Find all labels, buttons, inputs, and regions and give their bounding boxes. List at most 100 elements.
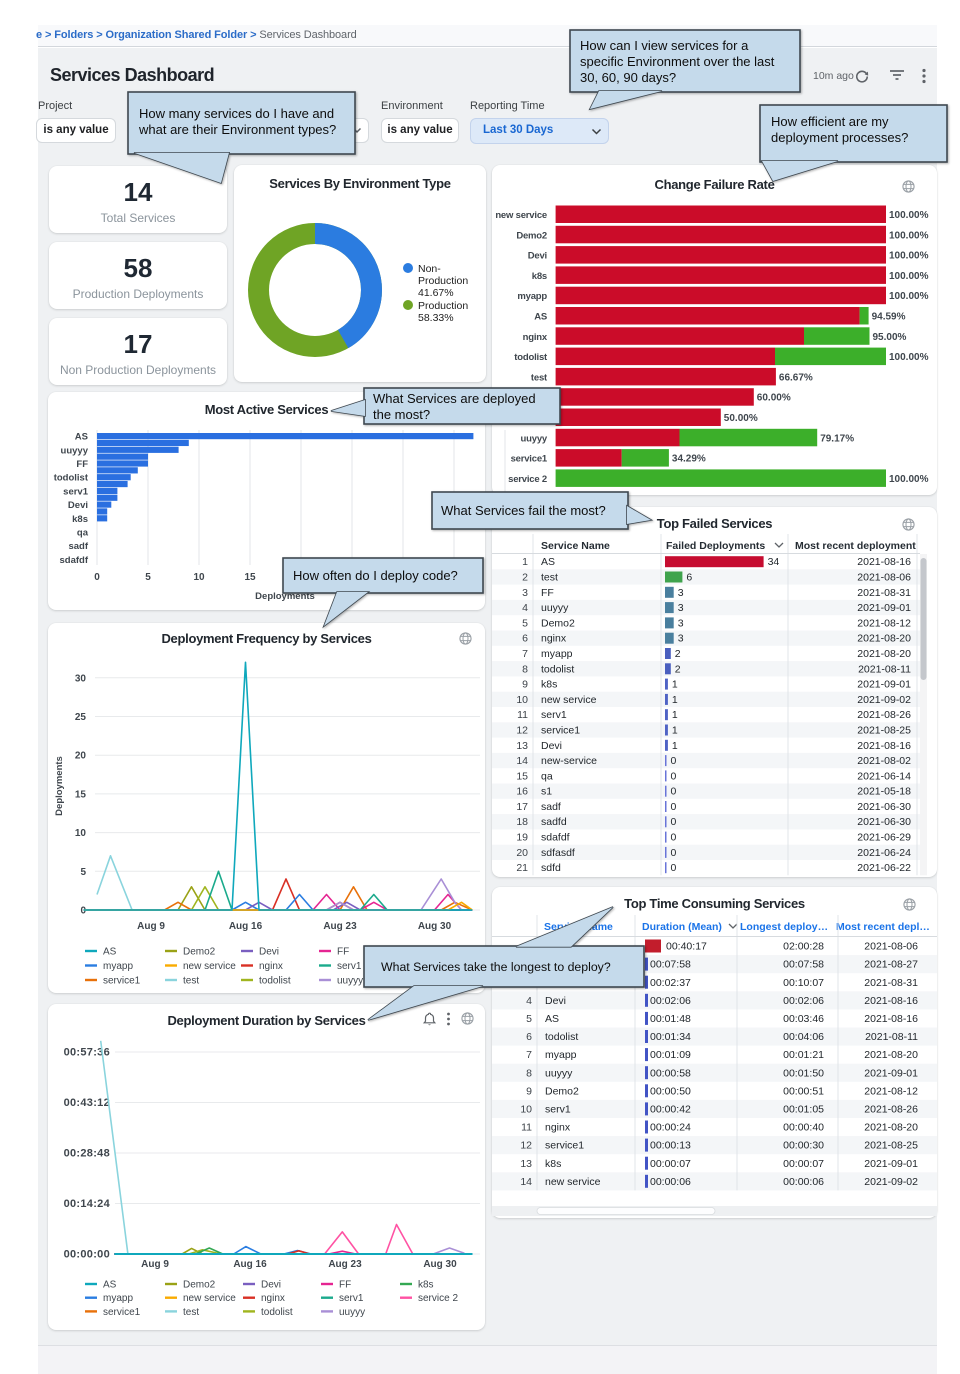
svg-text:8: 8 [522, 663, 528, 675]
svg-text:100.00%: 100.00% [889, 271, 929, 282]
svg-text:Aug 9: Aug 9 [141, 1259, 169, 1270]
svg-text:FF: FF [337, 947, 349, 958]
svg-text:00:02:06: 00:02:06 [783, 995, 824, 1007]
svg-text:service1: service1 [541, 725, 580, 737]
svg-text:2021-08-11: 2021-08-11 [858, 663, 911, 675]
svg-text:service1: service1 [511, 454, 548, 465]
svg-text:myapp: myapp [517, 291, 547, 302]
svg-text:2021-08-26: 2021-08-26 [864, 1104, 918, 1116]
svg-text:100.00%: 100.00% [889, 474, 929, 485]
svg-text:nginx: nginx [259, 961, 283, 972]
svg-text:13: 13 [516, 740, 528, 752]
svg-text:9: 9 [522, 679, 528, 691]
svg-text:4: 4 [526, 995, 532, 1007]
svg-text:service1: service1 [545, 1140, 584, 1152]
svg-text:serv1: serv1 [545, 1104, 571, 1116]
svg-text:test: test [183, 1307, 199, 1318]
svg-text:00:00:58: 00:00:58 [650, 1067, 691, 1079]
svg-text:00:40:17: 00:40:17 [666, 941, 707, 953]
svg-text:2021-09-02: 2021-09-02 [864, 1176, 918, 1188]
svg-text:service 2: service 2 [418, 1293, 458, 1304]
svg-text:00:43:12: 00:43:12 [64, 1097, 110, 1109]
svg-text:66.67%: 66.67% [779, 372, 813, 383]
svg-text:2: 2 [675, 663, 681, 675]
svg-text:3: 3 [678, 602, 684, 614]
svg-text:00:00:00: 00:00:00 [64, 1249, 110, 1261]
svg-text:k8s: k8s [541, 679, 557, 691]
svg-text:Deployments: Deployments [255, 591, 315, 602]
svg-text:what are their Environment typ: what are their Environment types? [138, 122, 336, 137]
svg-text:3: 3 [678, 587, 684, 599]
svg-text:00:00:07: 00:00:07 [650, 1158, 691, 1170]
svg-text:Demo2: Demo2 [541, 617, 575, 629]
svg-text:uuyyy: uuyyy [337, 976, 363, 987]
svg-text:2021-08-31: 2021-08-31 [864, 977, 918, 989]
svg-text:Aug 30: Aug 30 [418, 921, 452, 932]
svg-text:new service: new service [183, 1293, 236, 1304]
svg-text:10: 10 [75, 828, 87, 839]
svg-text:25: 25 [75, 712, 87, 723]
svg-text:14: 14 [520, 1176, 532, 1188]
svg-text:AS: AS [103, 947, 117, 958]
svg-text:uuyyy: uuyyy [521, 433, 548, 444]
svg-text:2021-06-30: 2021-06-30 [857, 801, 911, 813]
svg-text:sdfd: sdfd [541, 862, 561, 874]
svg-text:test: test [531, 372, 548, 383]
svg-text:What Services take the longest: What Services take the longest to deploy… [381, 960, 611, 974]
svg-text:00:07:58: 00:07:58 [650, 959, 691, 971]
svg-text:12: 12 [520, 1140, 532, 1152]
svg-text:Duration (Mean): Duration (Mean) [642, 921, 722, 933]
svg-text:2021-08-16: 2021-08-16 [857, 556, 911, 568]
svg-text:How can I view services for a: How can I view services for a [580, 38, 749, 53]
svg-text:AS: AS [103, 1280, 117, 1291]
svg-text:specific Environment over the: specific Environment over the last [580, 54, 775, 69]
svg-text:service1: service1 [103, 976, 141, 987]
svg-text:k8s: k8s [418, 1280, 434, 1291]
svg-text:2021-06-14: 2021-06-14 [857, 770, 911, 782]
svg-text:100.00%: 100.00% [889, 230, 929, 241]
svg-text:todolist: todolist [514, 352, 548, 363]
svg-text:myapp: myapp [541, 648, 573, 660]
svg-text:20: 20 [75, 751, 87, 762]
svg-text:2021-08-06: 2021-08-06 [857, 572, 911, 584]
svg-text:00:00:06: 00:00:06 [783, 1176, 824, 1188]
svg-text:2021-08-11: 2021-08-11 [865, 1031, 918, 1043]
svg-text:sadfd: sadfd [541, 816, 567, 828]
svg-text:Devi: Devi [541, 740, 562, 752]
svg-text:00:00:42: 00:00:42 [650, 1104, 691, 1116]
svg-text:00:03:46: 00:03:46 [783, 1013, 824, 1025]
svg-text:serv1: serv1 [541, 709, 567, 721]
svg-text:k8s: k8s [532, 271, 547, 282]
svg-text:1: 1 [672, 725, 678, 737]
svg-text:0: 0 [80, 906, 86, 917]
svg-text:Non-: Non- [418, 263, 441, 275]
svg-text:5: 5 [526, 1013, 532, 1025]
svg-text:todolist: todolist [261, 1307, 293, 1318]
svg-text:15: 15 [516, 770, 528, 782]
svg-text:sadf: sadf [68, 541, 88, 552]
svg-text:test: test [541, 572, 558, 584]
svg-text:Demo2: Demo2 [545, 1085, 579, 1097]
svg-text:2021-08-20: 2021-08-20 [864, 1122, 918, 1134]
svg-text:5: 5 [80, 867, 86, 878]
svg-text:sdfasdf: sdfasdf [541, 847, 575, 859]
svg-text:00:01:09: 00:01:09 [650, 1049, 691, 1061]
svg-text:serv1: serv1 [339, 1293, 364, 1304]
svg-text:2021-05-18: 2021-05-18 [857, 786, 911, 798]
svg-text:uuyyy: uuyyy [541, 602, 569, 614]
svg-text:10: 10 [516, 694, 528, 706]
svg-text:1: 1 [672, 679, 678, 691]
svg-text:6: 6 [522, 633, 528, 645]
svg-text:0: 0 [671, 832, 677, 844]
svg-text:new-service: new-service [541, 755, 597, 767]
svg-text:Aug 16: Aug 16 [229, 921, 263, 932]
svg-text:Demo2: Demo2 [516, 230, 547, 241]
svg-text:2021-06-30: 2021-06-30 [857, 816, 911, 828]
svg-text:50.00%: 50.00% [724, 413, 758, 424]
svg-text:todolist: todolist [54, 473, 89, 484]
svg-text:4: 4 [522, 602, 528, 614]
svg-text:41.67%: 41.67% [418, 287, 454, 299]
svg-text:Aug 16: Aug 16 [233, 1259, 267, 1270]
svg-text:00:04:06: 00:04:06 [783, 1031, 824, 1043]
svg-text:0: 0 [671, 816, 677, 828]
